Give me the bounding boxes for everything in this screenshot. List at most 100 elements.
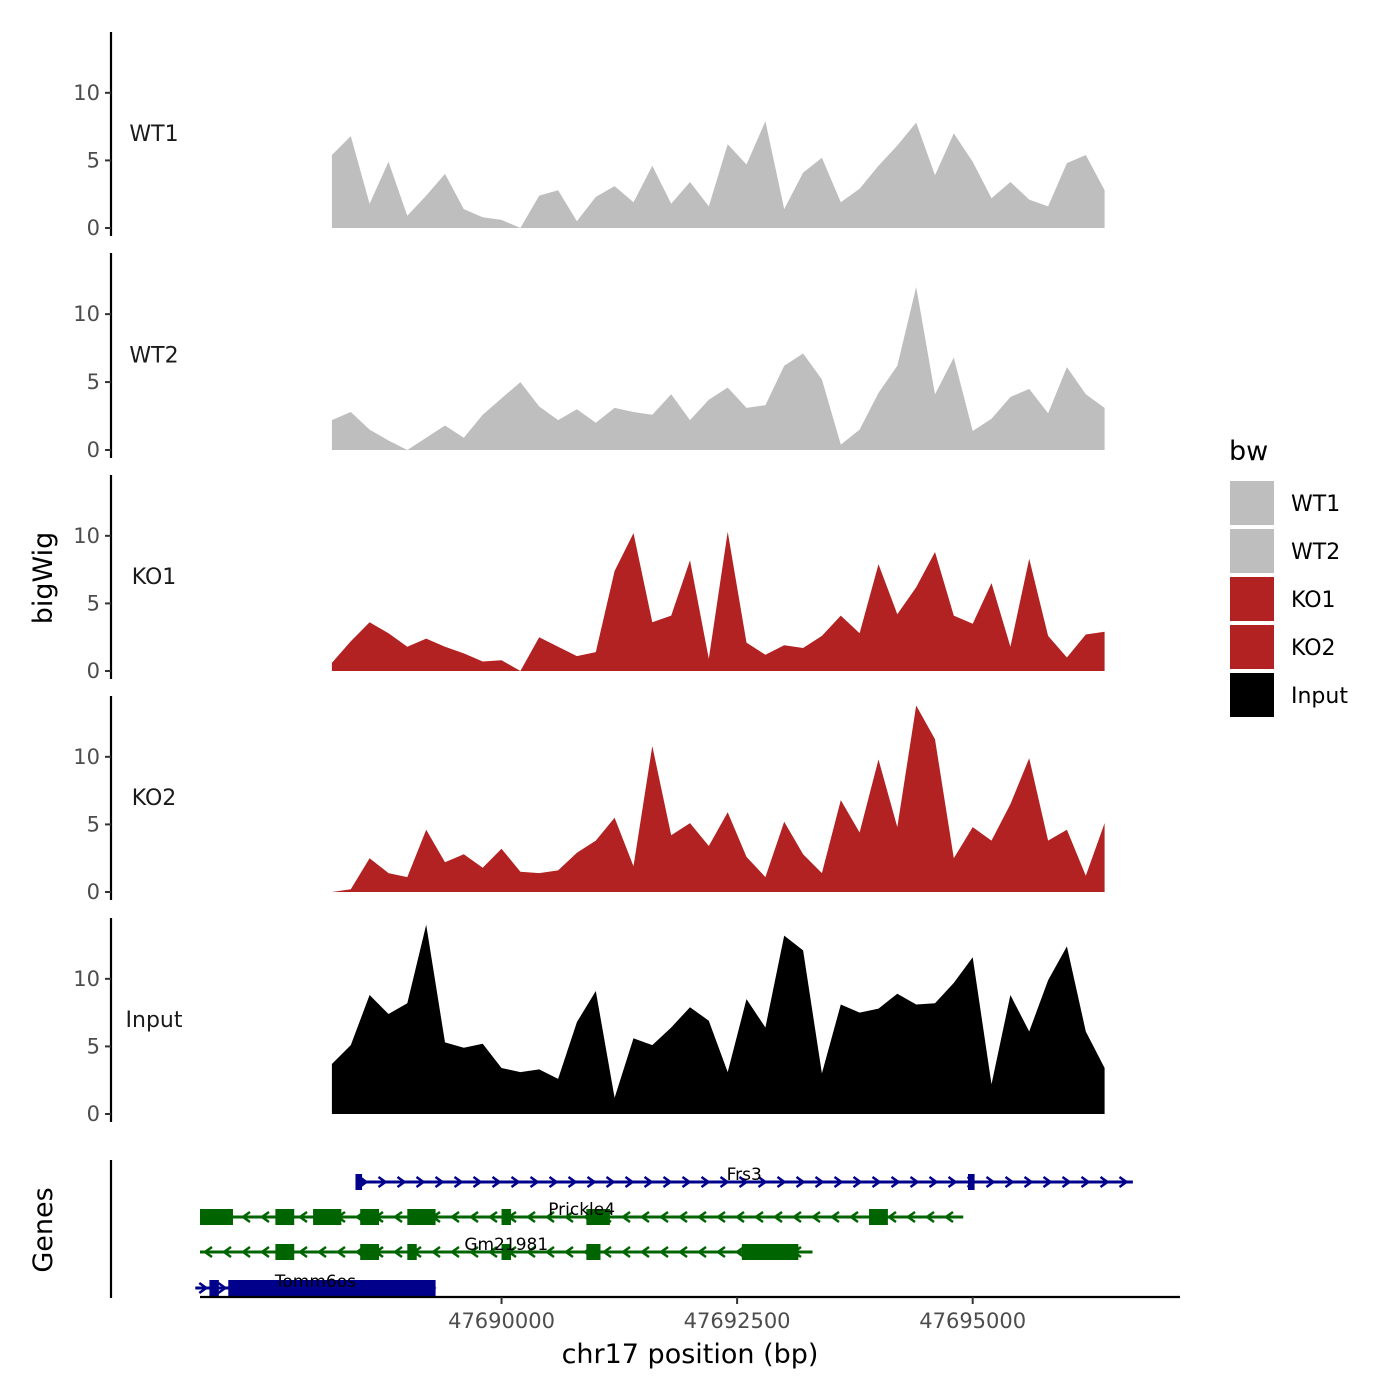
strand-arrow bbox=[297, 1210, 308, 1224]
strand-arrow bbox=[415, 1175, 426, 1189]
exon bbox=[741, 1244, 799, 1260]
strand-arrow bbox=[715, 1210, 726, 1224]
strand-arrow bbox=[510, 1175, 521, 1189]
strand-arrow bbox=[297, 1245, 308, 1259]
exon bbox=[355, 1174, 363, 1190]
strand-arrow bbox=[928, 1175, 939, 1189]
strand-arrow bbox=[677, 1245, 688, 1259]
x-axis-title: chr17 position (bp) bbox=[562, 1339, 819, 1370]
strand-arrow bbox=[947, 1175, 958, 1189]
legend-title: bw bbox=[1229, 436, 1268, 467]
x-tick-label: 47695000 bbox=[919, 1309, 1026, 1333]
strand-arrow bbox=[434, 1175, 445, 1189]
signal-area-ko1 bbox=[331, 531, 1105, 671]
strand-arrow bbox=[468, 1210, 479, 1224]
strand-arrow bbox=[453, 1175, 464, 1189]
strand-arrow bbox=[810, 1210, 821, 1224]
exon bbox=[407, 1244, 417, 1260]
strand-arrow bbox=[662, 1175, 673, 1189]
legend-entry-wt2: WT2 bbox=[1228, 527, 1340, 575]
exon bbox=[228, 1280, 436, 1296]
strand-arrow bbox=[430, 1245, 441, 1259]
track-label-ko1: KO1 bbox=[132, 565, 177, 590]
strand-arrow bbox=[472, 1175, 483, 1189]
strand-arrow bbox=[658, 1210, 669, 1224]
legend-label: Input bbox=[1291, 684, 1348, 709]
strand-arrow bbox=[814, 1175, 825, 1189]
gene-frs3: Frs3 bbox=[355, 1165, 1133, 1190]
strand-arrow bbox=[909, 1175, 920, 1189]
exon bbox=[501, 1209, 511, 1225]
strand-arrow bbox=[468, 1245, 479, 1259]
strand-arrow bbox=[795, 1175, 806, 1189]
strand-arrow bbox=[240, 1245, 251, 1259]
signal-tracks: WT1 WT2 KO1 KO2 Input bbox=[126, 121, 1105, 1114]
y-tick-label: 10 bbox=[73, 524, 100, 548]
legend-label: WT1 bbox=[1291, 492, 1340, 517]
strand-arrow bbox=[776, 1175, 787, 1189]
strand-arrow bbox=[525, 1210, 536, 1224]
strand-arrow bbox=[1099, 1175, 1110, 1189]
exon bbox=[209, 1280, 219, 1296]
exon bbox=[501, 1244, 511, 1260]
strand-arrow bbox=[833, 1175, 844, 1189]
strand-arrow bbox=[1042, 1175, 1053, 1189]
y-axis-title: bigWig bbox=[28, 532, 59, 625]
strand-arrow bbox=[1118, 1175, 1129, 1189]
strand-arrow bbox=[487, 1245, 498, 1259]
strand-arrow bbox=[852, 1175, 863, 1189]
track-ko2: KO2 bbox=[132, 705, 1105, 892]
strand-arrow bbox=[890, 1175, 901, 1189]
y-tick-label: 5 bbox=[87, 812, 100, 836]
strand-arrow bbox=[544, 1245, 555, 1259]
strand-arrow bbox=[392, 1210, 403, 1224]
strand-arrow bbox=[886, 1210, 897, 1224]
legend-swatch bbox=[1228, 671, 1276, 719]
exon bbox=[360, 1244, 380, 1260]
signal-area-wt2 bbox=[331, 287, 1105, 450]
gene-prickle4: Prickle4 bbox=[200, 1200, 964, 1225]
track-label-input: Input bbox=[126, 1008, 183, 1033]
strand-arrow bbox=[221, 1245, 232, 1259]
exon bbox=[869, 1209, 888, 1225]
signal-area-ko2 bbox=[331, 705, 1105, 892]
exon bbox=[967, 1174, 975, 1190]
strand-arrow bbox=[548, 1175, 559, 1189]
strand-arrow bbox=[643, 1175, 654, 1189]
strand-arrow bbox=[240, 1210, 251, 1224]
y-tick-label: 0 bbox=[87, 659, 100, 683]
signal-area-wt1 bbox=[331, 121, 1105, 228]
strand-arrow bbox=[491, 1175, 502, 1189]
strand-arrow bbox=[198, 1281, 209, 1295]
track-label-ko2: KO2 bbox=[132, 786, 177, 811]
strand-arrow bbox=[905, 1210, 916, 1224]
legend-swatch bbox=[1228, 527, 1276, 575]
gene-label: Frs3 bbox=[727, 1165, 762, 1185]
strand-arrow bbox=[202, 1245, 213, 1259]
strand-arrow bbox=[639, 1245, 650, 1259]
genes-axis-title: Genes bbox=[28, 1187, 59, 1272]
exon bbox=[360, 1209, 380, 1225]
strand-arrow bbox=[396, 1175, 407, 1189]
exon bbox=[200, 1209, 233, 1225]
y-tick-label: 0 bbox=[87, 216, 100, 240]
legend-entries: WT1 WT2 KO1 KO2 Input bbox=[1228, 479, 1348, 719]
signal-area-input bbox=[331, 924, 1105, 1114]
strand-arrow bbox=[715, 1245, 726, 1259]
strand-arrow bbox=[924, 1210, 935, 1224]
y-tick-label: 0 bbox=[87, 438, 100, 462]
strand-arrow bbox=[696, 1210, 707, 1224]
strand-arrow bbox=[1004, 1175, 1015, 1189]
strand-arrow bbox=[335, 1245, 346, 1259]
strand-arrow bbox=[563, 1210, 574, 1224]
gene-tomm6os: Tomm6os bbox=[195, 1272, 437, 1296]
track-input: Input bbox=[126, 924, 1105, 1114]
legend-entry-ko1: KO1 bbox=[1228, 575, 1336, 623]
strand-arrow bbox=[1061, 1175, 1072, 1189]
strand-arrow bbox=[605, 1175, 616, 1189]
track-ko1: KO1 bbox=[132, 531, 1105, 671]
strand-arrow bbox=[544, 1210, 555, 1224]
